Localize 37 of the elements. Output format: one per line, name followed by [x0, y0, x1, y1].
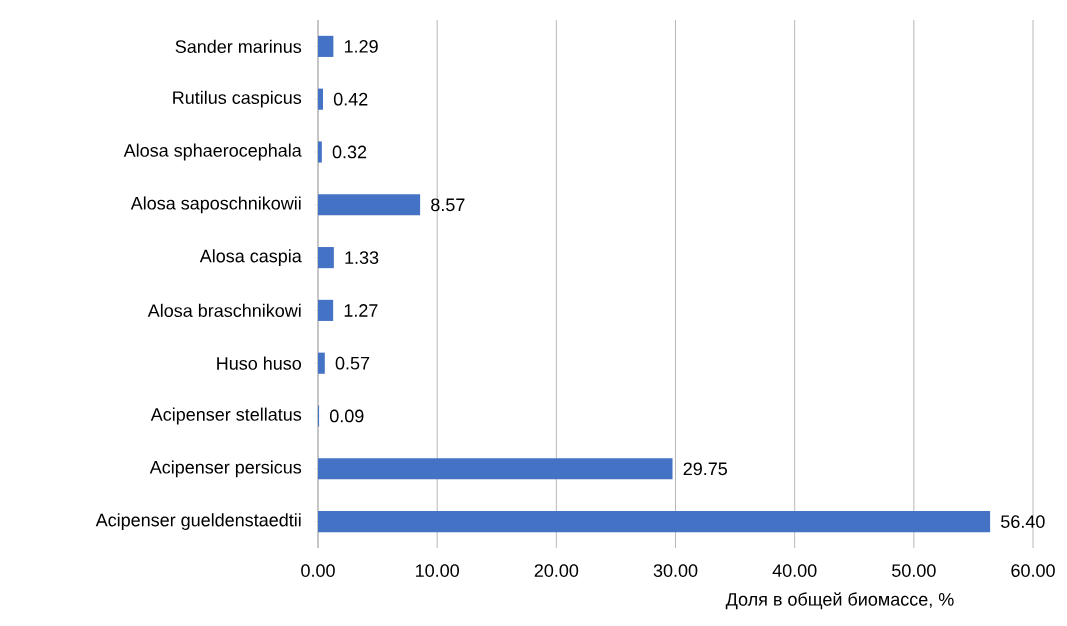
data-label: 0.42: [333, 92, 368, 106]
x-tick-label: 0.00: [301, 564, 335, 577]
y-tick-label: Alosa saposchnikowii: [130, 196, 301, 214]
y-tick-label: Alosa braschnikowi: [147, 303, 301, 317]
y-tick-label: Acipenser stellatus: [150, 407, 302, 425]
x-tick-label: 30.00: [653, 564, 698, 577]
data-label: 29.75: [683, 462, 728, 476]
bar: [318, 141, 322, 163]
y-tick-label: Alosa sphaerocephala: [123, 143, 302, 161]
y-tick-label: Acipenser gueldenstaedtii: [95, 513, 301, 530]
bar: [318, 247, 334, 269]
x-tick-label: 20.00: [534, 564, 579, 577]
bar: [318, 511, 991, 533]
bar: [318, 352, 325, 374]
x-tick-label: 40.00: [772, 564, 817, 577]
y-tick-label: Sander marinus: [175, 39, 302, 53]
data-label: 0.09: [329, 409, 364, 423]
data-label: 0.57: [335, 356, 370, 370]
x-tick-label: 60.00: [1011, 564, 1055, 577]
y-tick-label: Rutilus caspicus: [173, 90, 302, 108]
y-tick-label: Acipenser persicus: [149, 460, 302, 478]
bar: [318, 35, 334, 57]
x-tick-label: 50.00: [892, 564, 936, 577]
data-label: 56.40: [1001, 515, 1045, 528]
data-label: 0.32: [332, 145, 367, 159]
bar: [318, 194, 421, 216]
x-tick-label: 10.00: [416, 564, 459, 577]
data-label: 1.29: [344, 40, 378, 53]
bar: [318, 88, 324, 110]
y-tick-label: Alosa caspia: [199, 249, 302, 266]
bar: [318, 299, 334, 321]
y-tick-label: Huso huso: [217, 356, 302, 370]
data-label: 1.33: [345, 251, 379, 264]
x-axis-title: Доля в общей биомассе, %: [725, 592, 954, 610]
data-label: 1.27: [344, 304, 378, 317]
bar: [318, 458, 673, 480]
data-label: 8.57: [431, 198, 465, 212]
